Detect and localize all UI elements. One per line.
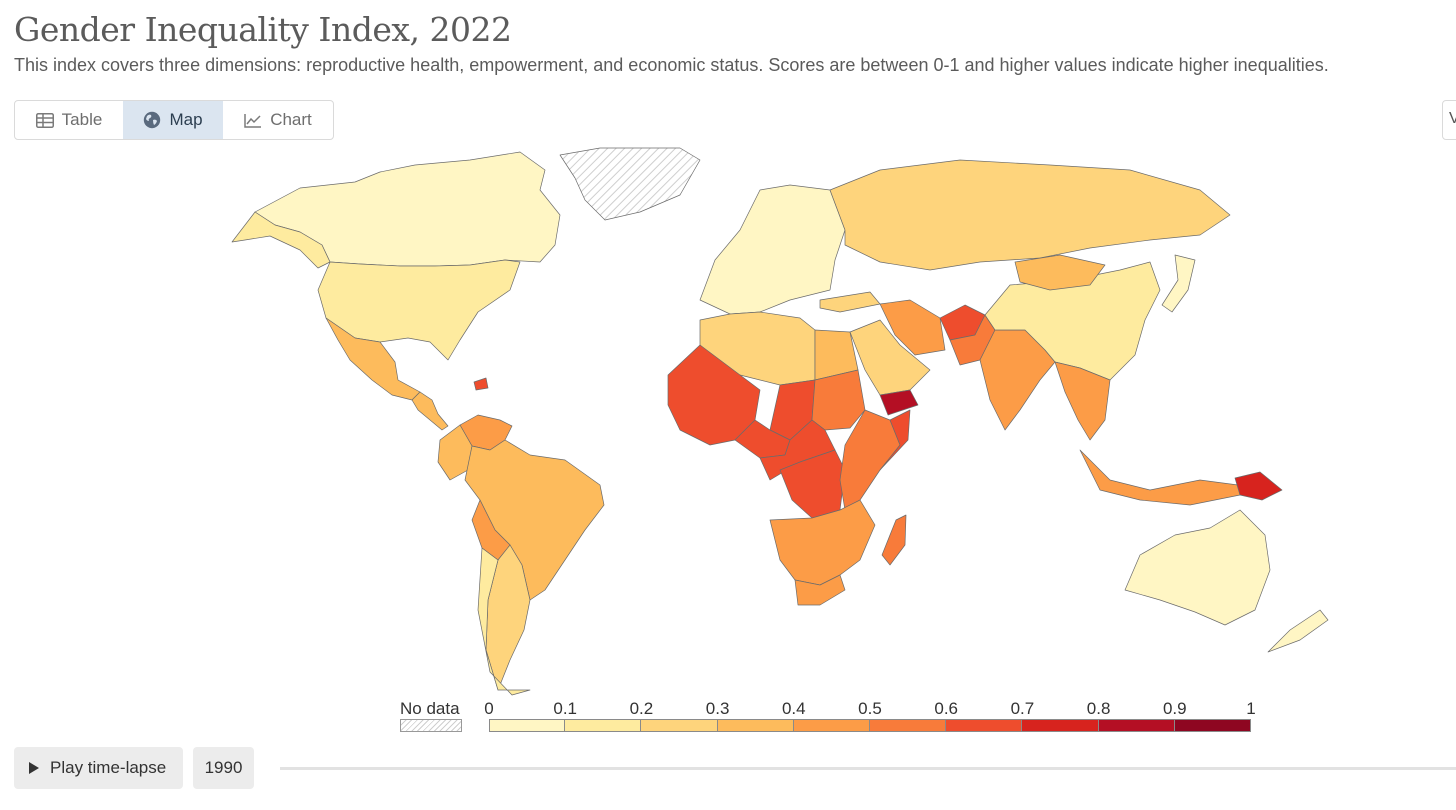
table-icon [35, 112, 54, 128]
chart-subtitle: This index covers three dimensions: repr… [14, 55, 1329, 75]
timeline-start-year[interactable]: 1990 [193, 747, 254, 789]
map-region-yemen[interactable] [879, 389, 919, 416]
tab-chart-label: Chart [270, 110, 312, 129]
legend-bin [946, 719, 1023, 732]
legend-tick-label: 0.9 [1162, 699, 1187, 718]
download-button-partial[interactable]: V [1442, 100, 1456, 140]
tab-map[interactable]: Map [123, 101, 223, 139]
legend-tick-label: 0.2 [629, 699, 654, 718]
legend-bin [641, 719, 718, 732]
play-icon [29, 762, 39, 774]
line-chart-icon [244, 113, 262, 128]
legend-no-data-swatch [400, 719, 462, 732]
map-region-turkey[interactable] [819, 291, 881, 313]
map-region-saudi-arabia[interactable] [849, 319, 931, 396]
legend-bin [717, 719, 794, 732]
timeline-slider-track[interactable] [280, 767, 1456, 770]
map-region-south-africa[interactable] [794, 574, 846, 606]
legend-bin [870, 719, 947, 732]
map-region-europe[interactable] [699, 184, 846, 315]
legend-tick-label: 0.7 [1010, 699, 1035, 718]
map-region-japan[interactable] [1161, 254, 1196, 313]
legend-bin [1022, 719, 1099, 732]
map-region-australia[interactable] [1124, 509, 1271, 626]
legend-tick-label: 0.3 [705, 699, 730, 718]
tab-map-label: Map [169, 110, 203, 129]
tab-chart[interactable]: Chart [223, 101, 333, 139]
chart-title: Gender Inequality Index, 2022 [14, 10, 512, 49]
legend-no-data-label: No data [400, 699, 460, 718]
legend-bin [1174, 719, 1251, 732]
map-region-chile[interactable] [477, 547, 531, 696]
play-time-lapse-label: Play time-lapse [50, 758, 167, 777]
legend-tick-label: 0.8 [1086, 699, 1111, 718]
map-region-papua-new-guinea[interactable] [1234, 471, 1283, 501]
map-region-sudan[interactable] [811, 369, 866, 431]
map-region-mongolia[interactable] [1014, 254, 1106, 291]
map-region-central-africa[interactable] [759, 419, 836, 481]
tab-table-label: Table [61, 110, 103, 129]
map-region-southeast-asia[interactable] [1054, 361, 1111, 441]
legend-tick-label: 0 [484, 699, 494, 718]
map-region-new-zealand[interactable] [1267, 609, 1329, 653]
timeline-start-year-label: 1990 [204, 758, 243, 777]
map-region-central-america[interactable] [411, 391, 449, 431]
legend-tick-label: 0.4 [781, 699, 806, 718]
map-region-russia[interactable] [829, 159, 1231, 271]
legend-bin [1098, 719, 1175, 732]
map-region-madagascar[interactable] [881, 514, 907, 566]
legend-bin [489, 719, 566, 732]
download-button-glyph: V [1449, 110, 1456, 127]
color-legend: No data 0 0.1 0.2 0.3 0.4 0.5 0.6 0.7 0.8 0.9 1 [0, 695, 1456, 745]
legend-tick-label: 1 [1246, 699, 1256, 718]
map-region-indonesia[interactable] [1079, 449, 1241, 506]
legend-tick-label: 0.5 [858, 699, 882, 718]
legend-tick-label: 0.1 [553, 699, 578, 718]
view-tabs: Table Map Chart [14, 100, 334, 140]
legend-tick-label: 0.6 [934, 699, 959, 718]
globe-icon [144, 111, 161, 129]
map-region-southern-africa[interactable] [769, 499, 876, 586]
tab-table[interactable]: Table [15, 101, 123, 139]
world-map [231, 147, 1329, 696]
legend-bin [793, 719, 870, 732]
map-region-greenland[interactable] [559, 147, 701, 221]
legend-bin [565, 719, 642, 732]
map-region-somalia[interactable] [879, 409, 911, 471]
map-region-iran[interactable] [879, 299, 946, 356]
map-region-haiti[interactable] [473, 377, 489, 391]
play-time-lapse-button[interactable]: Play time-lapse [14, 747, 183, 789]
